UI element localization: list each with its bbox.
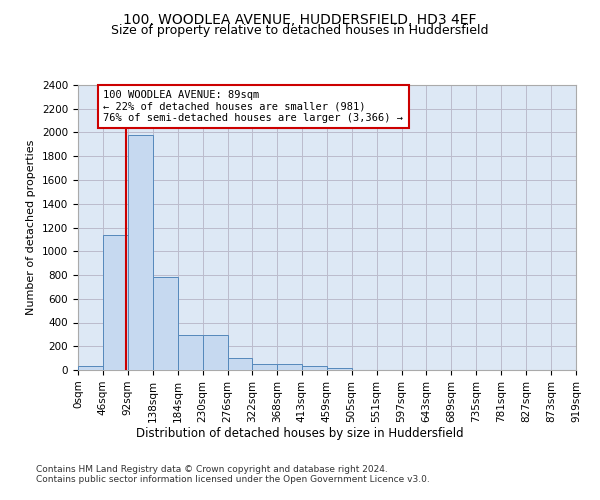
Bar xyxy=(78,366,103,370)
Bar xyxy=(203,335,227,370)
Y-axis label: Number of detached properties: Number of detached properties xyxy=(26,140,37,315)
Text: Contains HM Land Registry data © Crown copyright and database right 2024.
Contai: Contains HM Land Registry data © Crown c… xyxy=(36,465,430,484)
Bar xyxy=(153,278,178,370)
Bar xyxy=(178,335,203,370)
Bar xyxy=(253,364,277,370)
Bar xyxy=(302,366,327,370)
Text: Size of property relative to detached houses in Huddersfield: Size of property relative to detached ho… xyxy=(111,24,489,37)
Bar xyxy=(277,364,302,370)
Text: 100 WOODLEA AVENUE: 89sqm
← 22% of detached houses are smaller (981)
76% of semi: 100 WOODLEA AVENUE: 89sqm ← 22% of detac… xyxy=(103,90,403,123)
Bar xyxy=(227,358,253,370)
Bar xyxy=(327,368,352,370)
Text: Distribution of detached houses by size in Huddersfield: Distribution of detached houses by size … xyxy=(136,428,464,440)
Text: 100, WOODLEA AVENUE, HUDDERSFIELD, HD3 4EF: 100, WOODLEA AVENUE, HUDDERSFIELD, HD3 4… xyxy=(123,12,477,26)
Bar xyxy=(128,135,153,370)
Bar xyxy=(103,234,128,370)
